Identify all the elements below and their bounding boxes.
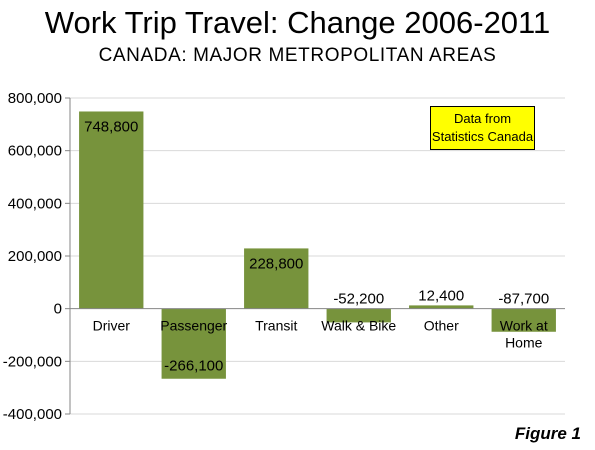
x-category-label: Passenger [160,318,227,334]
y-tick-label: 600,000 [8,143,62,160]
chart-subtitle: CANADA: MAJOR METROPOLITAN AREAS [98,45,497,66]
y-tick-label: 0 [54,301,62,318]
chart-title: Work Trip Travel: Change 2006-2011 [44,5,551,40]
labels: 800,000 600,000 400,000 200,000 0 -200,000 -40… [3,90,549,423]
x-category-label: Transit [255,318,297,334]
source-note-line-1: Data from [453,111,512,126]
x-category-label: Driver [93,318,131,334]
gridlines [70,97,565,415]
bar-value-label: -266,100 [164,358,223,375]
bar-value-label: 228,800 [249,255,303,272]
bar [161,308,226,379]
axes [65,97,565,415]
bar-value-label: -87,700 [498,291,549,308]
source-note-box: Data from Statistics Canada [430,106,535,150]
bar-value-label: 748,800 [84,118,138,135]
bar [79,111,144,309]
bars [79,111,556,379]
y-tick-label: -400,000 [3,406,62,423]
y-tick-label: -200,000 [3,353,62,370]
bar [409,305,474,309]
y-tick-label: 800,000 [8,90,62,107]
x-category-label: Walk & Bike [321,318,396,334]
x-category-label: Home [505,335,543,351]
bar-value-label: -52,200 [333,291,384,308]
x-category-label: Other [424,318,459,334]
y-tick-label: 400,000 [8,195,62,212]
bar [326,308,391,323]
y-tick-label: 200,000 [8,248,62,265]
bar-value-label: 12,400 [418,287,464,304]
bar [491,308,556,332]
bar [244,248,309,309]
figure-number: Figure 1 [514,424,581,443]
x-category-label: Work at [500,318,548,334]
source-note-line-2: Statistics Canada [431,129,534,144]
